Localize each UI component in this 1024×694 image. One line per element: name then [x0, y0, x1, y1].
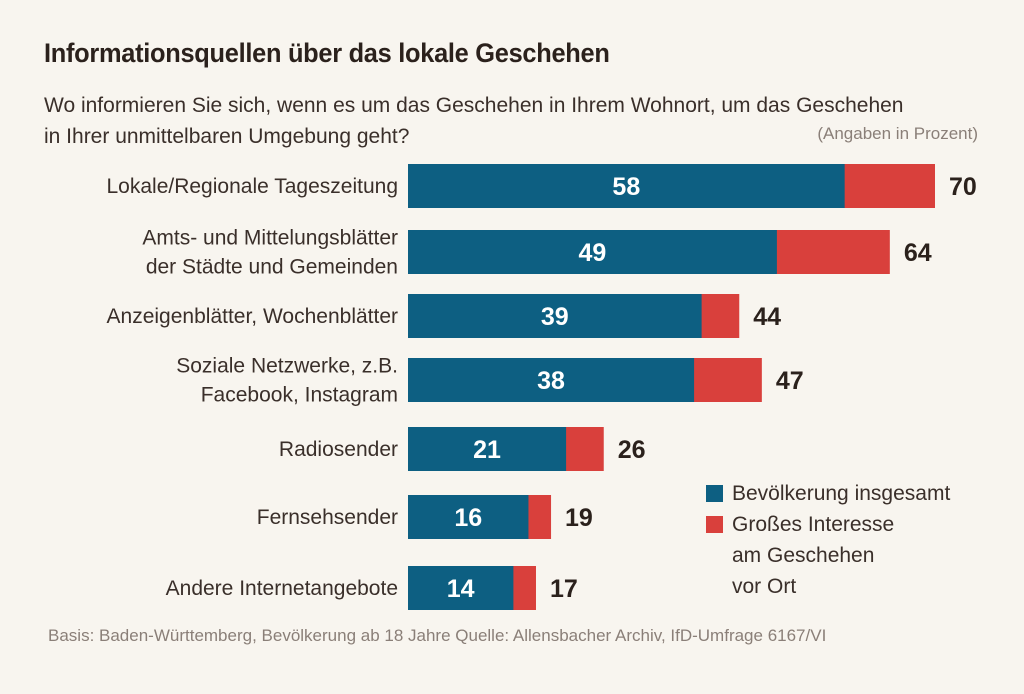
category-label: Amts- und Mittelungsblätter	[142, 227, 398, 250]
category-label: Fernsehsender	[257, 506, 398, 529]
value-label-interest: 44	[753, 303, 781, 331]
bar-total	[408, 495, 529, 539]
bar-total	[408, 427, 567, 471]
category-label: Anzeigenblätter, Wochenblätter	[107, 305, 398, 328]
bar-total	[408, 566, 514, 610]
unit-note: (Angaben in Prozent)	[817, 124, 978, 143]
category-label: Radiosender	[279, 438, 398, 461]
value-label-total: 38	[537, 367, 565, 395]
value-label-total: 49	[579, 239, 607, 267]
category-label: Lokale/Regionale Tageszeitung	[107, 175, 399, 198]
category-label: der Städte und Gemeinden	[146, 256, 398, 279]
value-label-interest: 19	[565, 504, 593, 532]
value-label-total: 21	[473, 436, 501, 464]
legend-item-interest: Großes Interesse am Geschehen vor Ort	[706, 509, 950, 602]
legend-swatch-interest	[706, 516, 723, 533]
bar-total	[408, 294, 702, 338]
legend-swatch-total	[706, 485, 723, 502]
chart-subtitle: Wo informieren Sie sich, wenn es um das …	[44, 94, 904, 148]
bar-total	[408, 358, 695, 402]
legend-item-total: Bevölkerung insgesamt	[706, 478, 950, 509]
value-label-interest: 26	[618, 436, 646, 464]
value-label-interest: 70	[949, 173, 977, 201]
bar-total	[408, 164, 845, 208]
value-label-total: 39	[541, 303, 569, 331]
value-label-interest: 47	[776, 367, 804, 395]
source-footer: Basis: Baden-Württemberg, Bevölkerung ab…	[48, 626, 827, 645]
value-label-interest: 64	[904, 239, 932, 267]
category-label: Soziale Netzwerke, z.B.	[176, 355, 398, 378]
chart-title: Informationsquellen über das lokale Gesc…	[44, 38, 610, 68]
legend-label-interest: Großes Interesse am Geschehen vor Ort	[732, 513, 895, 598]
value-label-total: 58	[612, 173, 640, 201]
legend-label-total: Bevölkerung insgesamt	[732, 482, 951, 505]
value-label-total: 16	[454, 504, 482, 532]
legend: Bevölkerung insgesamt Großes Interesse a…	[706, 478, 950, 602]
value-label-interest: 17	[550, 575, 578, 603]
value-label-total: 14	[447, 575, 475, 603]
category-label: Andere Internetangebote	[166, 577, 398, 600]
bar-total	[408, 230, 777, 274]
category-label: Facebook, Instagram	[201, 384, 398, 407]
